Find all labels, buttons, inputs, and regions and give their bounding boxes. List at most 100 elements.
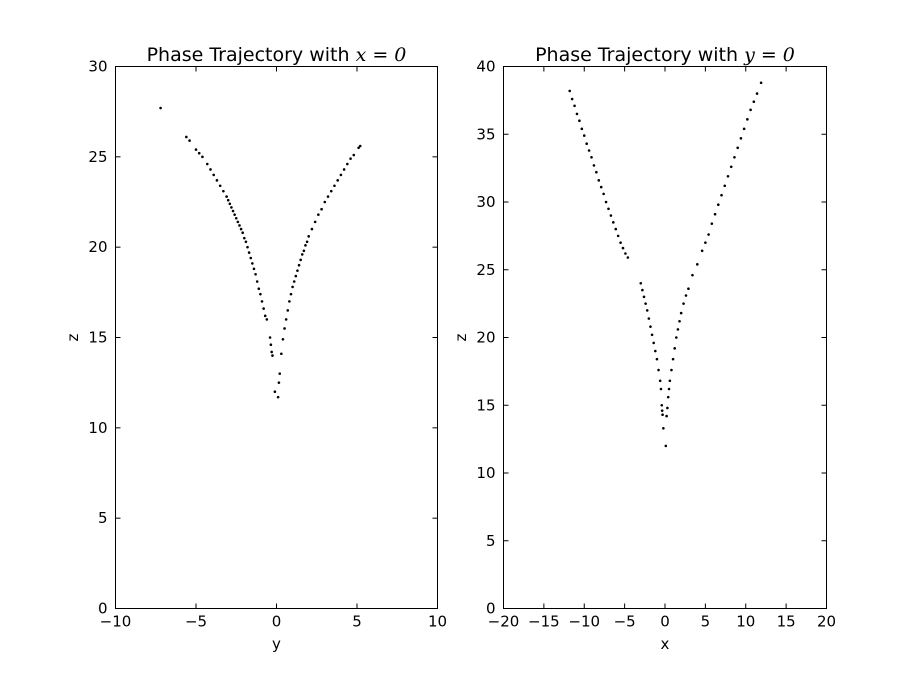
right-chart-data-point — [597, 179, 601, 182]
right-chart-data-point — [649, 325, 652, 328]
left-chart: Phase Trajectory with x = 0 −10 −5 0 5 10 0 5 1… — [64, 44, 447, 653]
right-chart-data-point — [684, 294, 688, 297]
left-chart-data-point — [305, 240, 309, 244]
right-chart-data-point — [723, 184, 727, 188]
left-chart-data-point — [291, 285, 294, 289]
right-chart-y-tick-label: 10 — [476, 464, 495, 482]
right-chart-data-point — [619, 241, 622, 244]
left-chart-data-point — [339, 173, 343, 177]
right-chart-x-tick-label: 0 — [660, 613, 670, 631]
right-chart-x-tick-label: 15 — [777, 613, 796, 631]
left-chart-data-point — [299, 258, 302, 262]
left-chart-data-point — [249, 256, 253, 260]
left-chart-data-point — [259, 292, 262, 296]
right-chart-y-tick-label: 15 — [476, 396, 495, 414]
right-chart-data-point — [729, 165, 733, 169]
right-chart-y-tick-label: 25 — [476, 261, 495, 279]
right-chart-data-point — [582, 134, 586, 137]
right-chart-data-point — [682, 302, 685, 305]
right-chart-y-tick-label: 5 — [486, 532, 496, 550]
right-chart-y-tick-label: 40 — [476, 58, 495, 76]
left-chart-data-point — [243, 236, 246, 240]
right-chart-data-point — [666, 406, 669, 410]
left-chart-data-point — [297, 263, 301, 267]
left-chart-data-point — [226, 198, 230, 202]
left-chart-y-axis-label: z — [64, 333, 82, 341]
right-chart-y-tick-label: 35 — [476, 125, 495, 143]
right-chart-data-point — [609, 214, 613, 217]
right-chart-data-point — [658, 379, 662, 383]
left-chart-data-point — [336, 179, 339, 182]
left-chart-data-point — [276, 395, 280, 399]
left-chart-data-point — [358, 144, 362, 148]
left-chart-data-point — [323, 200, 327, 204]
left-chart-plot-frame — [115, 66, 438, 609]
right-chart-data-point — [739, 137, 743, 140]
right-chart-data-point — [590, 155, 593, 159]
left-chart-data-point — [262, 307, 265, 310]
left-chart-y-tick-label: 10 — [88, 419, 107, 437]
right-chart-data-point — [691, 273, 694, 277]
left-chart-x-tick-label: 10 — [428, 613, 447, 631]
right-chart-data-point — [675, 336, 678, 339]
left-chart-data-point — [284, 318, 288, 321]
right-chart-data-point — [639, 282, 643, 285]
right-chart-data-point — [647, 317, 651, 320]
right-chart-data-point — [707, 233, 710, 236]
left-chart-data-point — [218, 184, 222, 188]
left-chart-data-point — [307, 235, 311, 238]
right-chart-x-tick-label: −5 — [614, 613, 636, 631]
left-chart-x-tick-label: −10 — [100, 613, 132, 631]
right-chart-data-point — [580, 127, 584, 131]
right-chart-data-point — [645, 309, 649, 312]
left-chart-data-point — [333, 184, 336, 188]
right-chart-x-tick-label: −10 — [568, 613, 600, 631]
left-chart-data-point — [265, 318, 269, 321]
right-chart-data-point — [585, 142, 588, 146]
right-chart-data-point — [626, 256, 630, 259]
left-chart-data-point — [228, 202, 232, 206]
right-chart-x-tick-label: 20 — [817, 613, 836, 631]
right-chart-data-point — [661, 413, 664, 417]
left-chart-data-point — [292, 280, 296, 283]
right-chart-data-point — [602, 192, 605, 196]
right-chart-data-point — [595, 170, 598, 174]
left-chart-data-point — [300, 253, 304, 256]
left-chart-x-tick-label: −5 — [185, 613, 207, 631]
right-chart-data-point — [742, 127, 746, 131]
left-chart-x-axis-label: y — [272, 635, 281, 653]
left-chart-data-point — [317, 213, 320, 216]
right-chart-data-point — [666, 395, 670, 399]
right-chart-data-point — [759, 81, 763, 85]
left-chart-y-tick-label: 5 — [98, 509, 108, 527]
right-chart: Phase Trajectory with y = 0 −20 −15 −10 −5 0… — [452, 44, 836, 653]
right-chart-data-point — [650, 333, 654, 337]
right-chart-data-point — [752, 100, 756, 104]
left-chart-data-point — [244, 240, 248, 244]
left-chart-data-point — [251, 262, 254, 265]
right-chart-data-point — [614, 227, 618, 231]
right-chart-data-point — [676, 328, 680, 331]
left-chart-data-point — [194, 148, 198, 151]
right-chart-data-point — [641, 288, 644, 292]
left-chart-data-point — [268, 336, 272, 339]
right-chart-data-point — [644, 302, 647, 305]
left-chart-data-point — [230, 206, 233, 209]
right-chart-data-point — [578, 119, 581, 122]
left-chart-data-point — [286, 309, 290, 312]
right-chart-x-tick-label: 10 — [736, 613, 755, 631]
right-chart-data-point — [716, 203, 720, 207]
right-chart-data-point — [654, 349, 657, 353]
right-chart-ticks: −20 −15 −10 −5 0 5 10 15 20 0 5 10 15 20 25 30 35 40 — [476, 58, 836, 631]
left-chart-y-tick-label: 0 — [98, 600, 108, 618]
left-chart-data-point — [246, 245, 249, 249]
left-chart-x-tick-label: 5 — [352, 613, 362, 631]
left-chart-data-point — [273, 390, 277, 394]
left-chart-y-tick-label: 30 — [88, 58, 107, 76]
left-chart-data-point — [263, 314, 267, 318]
left-chart-data-point — [222, 189, 225, 193]
left-chart-data-point — [236, 220, 240, 224]
left-chart-data-point — [209, 168, 212, 171]
right-chart-data-point — [733, 155, 736, 159]
